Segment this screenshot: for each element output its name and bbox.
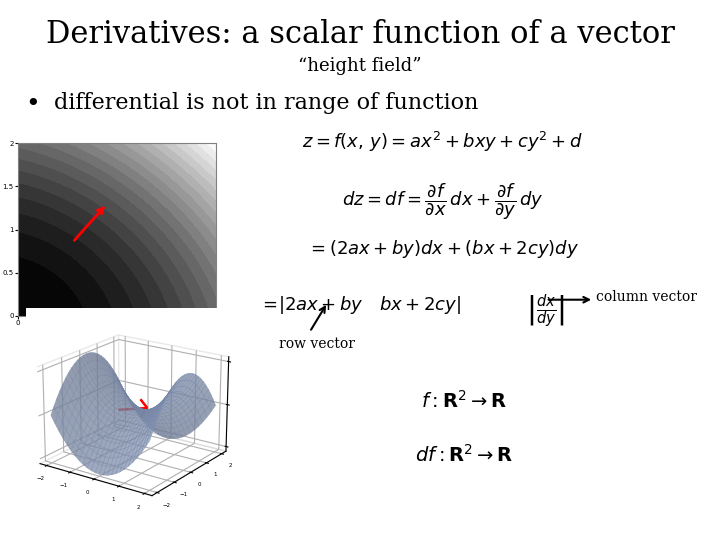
- Text: $=\!\left|2ax+by\quad bx+2cy\right|$: $=\!\left|2ax+by\quad bx+2cy\right|$: [259, 294, 462, 316]
- Text: differential is not in range of function: differential is not in range of function: [54, 92, 478, 114]
- Text: Derivatives: a scalar function of a vector: Derivatives: a scalar function of a vect…: [45, 19, 675, 50]
- Text: $dz = df = \dfrac{\partial f}{\partial x}\,dx + \dfrac{\partial f}{\partial y}\,: $dz = df = \dfrac{\partial f}{\partial x…: [342, 181, 544, 221]
- Text: $z = f(x,\,y) = ax^2 + bxy + cy^2 + d$: $z = f(x,\,y) = ax^2 + bxy + cy^2 + d$: [302, 130, 583, 154]
- Text: •: •: [25, 92, 40, 116]
- Text: $\left|\frac{dx}{dy}\right|$: $\left|\frac{dx}{dy}\right|$: [526, 293, 564, 330]
- Text: $f : \mathbf{R}^2 \rightarrow \mathbf{R}$: $f : \mathbf{R}^2 \rightarrow \mathbf{R}…: [421, 390, 508, 412]
- Text: row vector: row vector: [279, 338, 356, 352]
- Text: column vector: column vector: [596, 290, 697, 304]
- Text: $= (2ax + by)dx + (bx + 2cy)dy$: $= (2ax + by)dx + (bx + 2cy)dy$: [307, 238, 579, 260]
- Text: “height field”: “height field”: [298, 57, 422, 75]
- Text: $df : \mathbf{R}^2 \rightarrow \mathbf{R}$: $df : \mathbf{R}^2 \rightarrow \mathbf{R…: [415, 444, 513, 466]
